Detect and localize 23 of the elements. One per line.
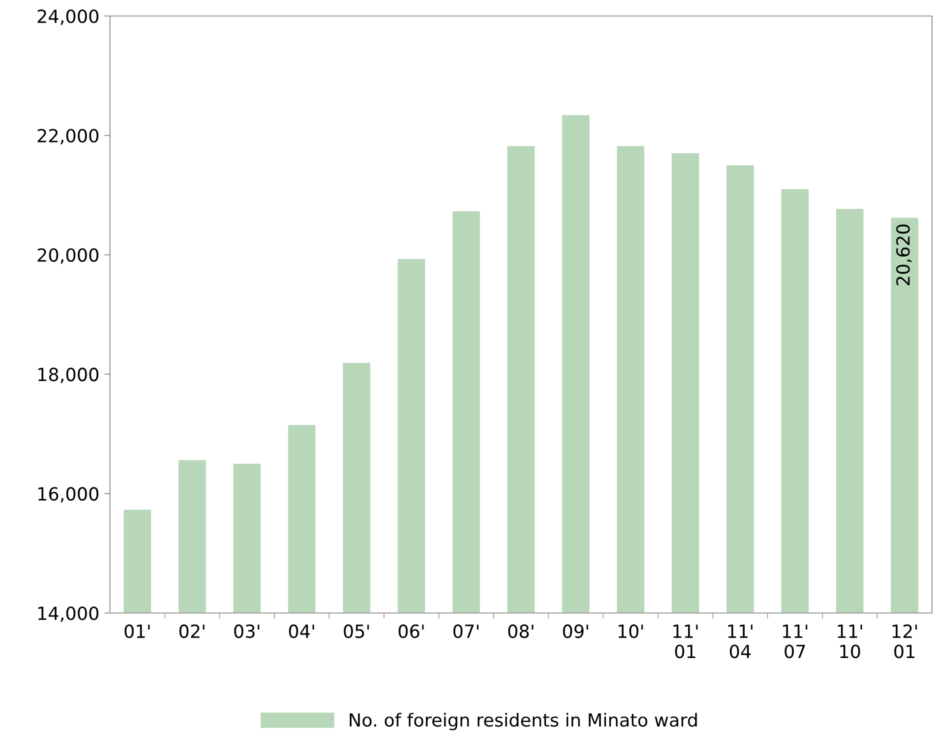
y-tick-label: 24,000 [38, 9, 98, 25]
x-tick-label: 12' 01 [892, 624, 917, 658]
x-tick-label: 11' 01 [673, 624, 698, 658]
x-tick-label: 07' [453, 624, 478, 638]
x-tick-label: 10' [618, 624, 643, 638]
x-tick-label: 02' [179, 624, 204, 638]
y-tick-label: 14,000 [38, 606, 98, 622]
y-tick-label: 22,000 [38, 128, 98, 144]
x-tick-label: 09' [563, 624, 588, 638]
y-tick-label: 20,000 [38, 248, 98, 264]
y-tick-label: 16,000 [38, 487, 98, 503]
x-tick-label: 11' 10 [838, 624, 862, 658]
x-tick-label: 05' [344, 624, 369, 638]
x-tick-label: 08' [508, 624, 534, 638]
x-tick-label: 04' [289, 624, 314, 638]
data-label: 20,620 [896, 224, 912, 286]
legend-label: No. of foreign residents in Minato ward [350, 712, 697, 730]
x-tick-label: 01' [124, 624, 150, 638]
y-tick-label: 18,000 [38, 368, 98, 384]
x-tick-label: 06' [398, 624, 424, 638]
x-tick-label: 11' 04 [728, 624, 752, 658]
x-tick-label: 11' 07 [783, 624, 808, 658]
x-tick-label: 03' [234, 624, 260, 638]
